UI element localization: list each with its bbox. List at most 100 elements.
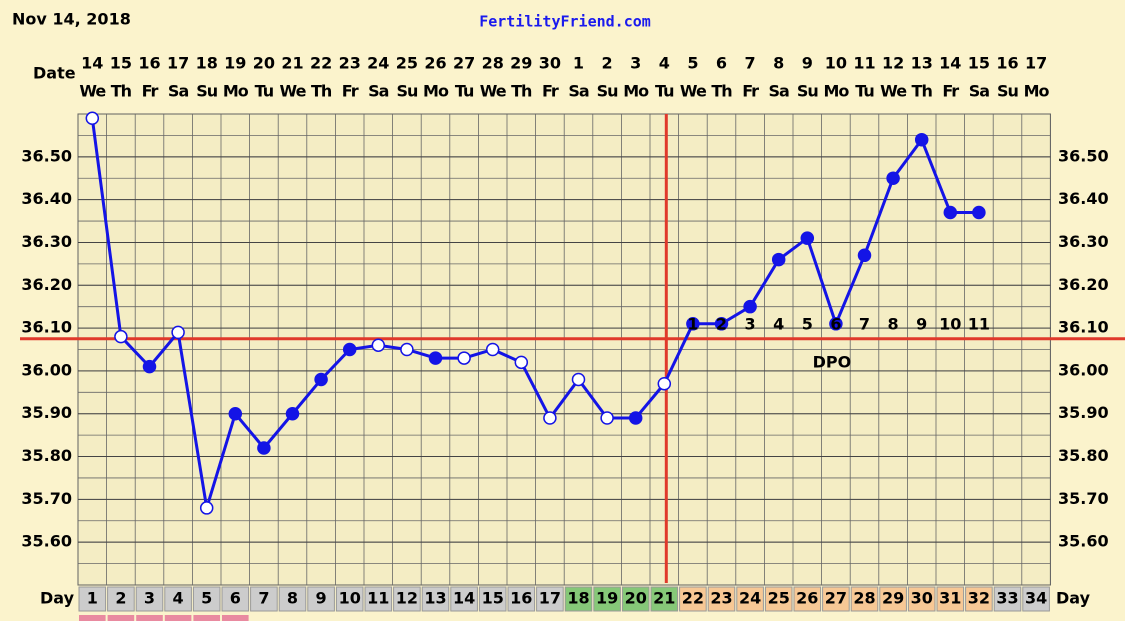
weekday-label: Sa — [568, 82, 589, 101]
header-date: Nov 14, 2018 — [12, 10, 131, 29]
temperature-point — [85, 111, 100, 126]
date-label: 17 — [167, 54, 189, 73]
day-number: 16 — [510, 589, 532, 608]
cm-cell — [193, 615, 220, 621]
y-tick-label: 36.50 — [1058, 146, 1109, 165]
day-number: 1 — [87, 589, 98, 608]
temperature-point — [628, 411, 643, 425]
date-label: 24 — [367, 54, 389, 73]
y-tick-label: 36.30 — [1058, 232, 1109, 251]
temperature-point — [485, 342, 500, 357]
dpo-number: 11 — [968, 314, 990, 333]
date-label: 17 — [1025, 54, 1047, 73]
date-label: 25 — [396, 54, 418, 73]
day-number: 23 — [710, 589, 732, 608]
temperature-point — [829, 317, 843, 331]
day-cell — [335, 586, 364, 612]
day-number: 22 — [682, 589, 704, 608]
temperature-point — [228, 406, 243, 421]
y-tick-label: 36.50 — [21, 146, 72, 165]
weekday-label: Mo — [1024, 82, 1050, 101]
weekday-label: Sa — [969, 82, 990, 101]
weekday-label: Th — [311, 82, 332, 101]
temperature-point — [914, 132, 929, 147]
weekday-label: Fr — [342, 82, 359, 101]
weekday-label: We — [280, 82, 307, 101]
day-number: 20 — [625, 589, 647, 608]
temperature-point — [886, 171, 900, 185]
dpo-number: 10 — [939, 314, 961, 333]
weekday-label: Sa — [769, 82, 790, 101]
day-number: 30 — [911, 589, 933, 608]
cm-cell — [107, 615, 135, 621]
day-number: 7 — [258, 589, 269, 608]
dpo-label: DPO — [813, 352, 852, 371]
weekday-label: Th — [111, 82, 132, 101]
date-label: 20 — [253, 54, 275, 73]
day-cell — [564, 586, 593, 612]
day-cell — [135, 586, 164, 612]
day-number: 17 — [539, 589, 561, 608]
day-cell — [478, 586, 507, 612]
y-tick-label: 35.90 — [21, 403, 72, 422]
day-number: 9 — [316, 589, 327, 608]
dpo-number: 3 — [745, 314, 756, 333]
weekday-label: Sa — [368, 82, 389, 101]
dpo-number: 4 — [773, 314, 784, 333]
cm-cell — [222, 615, 249, 621]
y-tick-label: 36.20 — [21, 275, 72, 294]
y-tick-label: 35.60 — [21, 532, 72, 551]
day-cell — [450, 586, 478, 612]
y-tick-label: 35.80 — [1058, 446, 1109, 465]
day-number: 13 — [424, 589, 446, 608]
date-label: 23 — [339, 54, 361, 73]
weekday-label: Fr — [542, 82, 559, 101]
cm-cell — [164, 615, 192, 621]
y-tick-label: 36.10 — [1058, 318, 1109, 337]
weekday-label: Sa — [168, 82, 189, 101]
weekday-label: Su — [797, 82, 819, 101]
date-label: 21 — [281, 54, 303, 73]
weekday-label: Tu — [255, 82, 274, 101]
weekday-label: Su — [597, 82, 619, 101]
day-number: 5 — [201, 589, 212, 608]
date-label: 22 — [310, 54, 332, 73]
day-number: 3 — [144, 589, 155, 608]
cm-cell — [136, 615, 163, 621]
day-cell — [650, 586, 679, 612]
dpo-number: 9 — [916, 314, 927, 333]
temperature-point — [400, 342, 414, 357]
day-cell — [593, 586, 621, 612]
temperature-point — [657, 377, 672, 391]
day-number: 27 — [825, 589, 847, 608]
site-name: FertilityFriend.com — [479, 13, 651, 31]
day-cell — [107, 586, 135, 612]
date-label: 11 — [853, 54, 875, 73]
temperature-point — [714, 317, 729, 331]
cm-cell — [79, 615, 106, 621]
day-cell — [679, 586, 707, 612]
weekday-label: We — [680, 82, 707, 101]
day-number: 31 — [939, 589, 961, 608]
day-number: 2 — [115, 589, 126, 608]
day-cell — [764, 586, 793, 612]
y-tick-label: 36.00 — [1058, 360, 1109, 379]
day-number: 11 — [367, 589, 389, 608]
day-cell — [221, 586, 250, 612]
dpo-number: 2 — [716, 314, 727, 333]
date-label: 12 — [882, 54, 904, 73]
temperature-point — [285, 406, 300, 421]
day-cell — [736, 586, 764, 612]
y-tick-label: 36.30 — [21, 232, 72, 251]
day-cell — [278, 586, 307, 612]
weekday-label: Fr — [742, 82, 759, 101]
day-cell — [822, 586, 850, 612]
weekday-label: Su — [196, 82, 218, 101]
day-number: 29 — [882, 589, 904, 608]
date-label: 5 — [687, 54, 698, 73]
weekday-label: Tu — [855, 82, 874, 101]
day-label: Day — [1056, 589, 1091, 608]
date-label: 19 — [224, 54, 246, 73]
